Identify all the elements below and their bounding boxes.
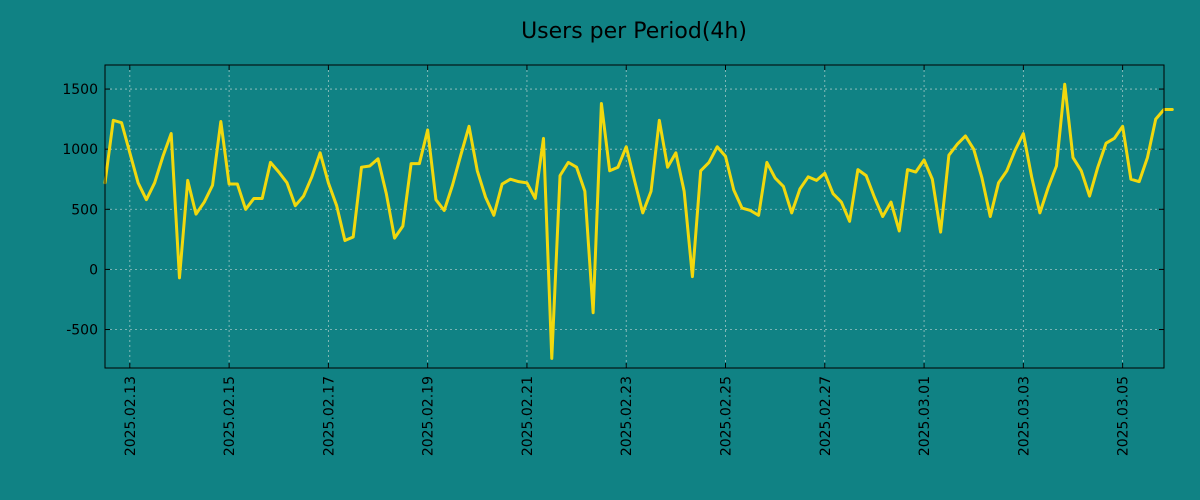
- y-tick-label: 0: [89, 262, 98, 278]
- x-tick-label: 2025.02.23: [619, 376, 635, 456]
- x-tick-label: 2025.02.19: [421, 376, 437, 456]
- x-tick-label: 2025.02.13: [123, 376, 139, 456]
- x-tick-label: 2025.02.21: [520, 376, 536, 456]
- axis-ticks: [105, 65, 1164, 368]
- y-tick-label: 1500: [62, 82, 98, 98]
- x-tick-label: 2025.02.27: [818, 376, 834, 456]
- y-tick-label: 500: [71, 202, 98, 218]
- tick-labels: -500 0 500 1000 1500 2025.02.13 2025.02.15 2025…: [62, 82, 1131, 456]
- x-tick-label: 2025.03.03: [1016, 376, 1032, 456]
- series-line-users: [103, 82, 1174, 360]
- x-tick-label: 2025.03.01: [917, 376, 933, 456]
- grid-lines: [105, 65, 1164, 368]
- y-tick-label: 1000: [62, 142, 98, 158]
- x-tick-label: 2025.02.17: [321, 376, 337, 456]
- series-group: [103, 82, 1174, 360]
- x-tick-label: 2025.02.15: [222, 376, 238, 456]
- plot-frame: [104, 64, 1165, 369]
- chart-title: Users per Period(4h): [521, 19, 747, 44]
- y-tick-label: -500: [66, 323, 98, 339]
- x-tick-label: 2025.03.05: [1116, 376, 1132, 456]
- x-tick-label: 2025.02.25: [719, 376, 735, 456]
